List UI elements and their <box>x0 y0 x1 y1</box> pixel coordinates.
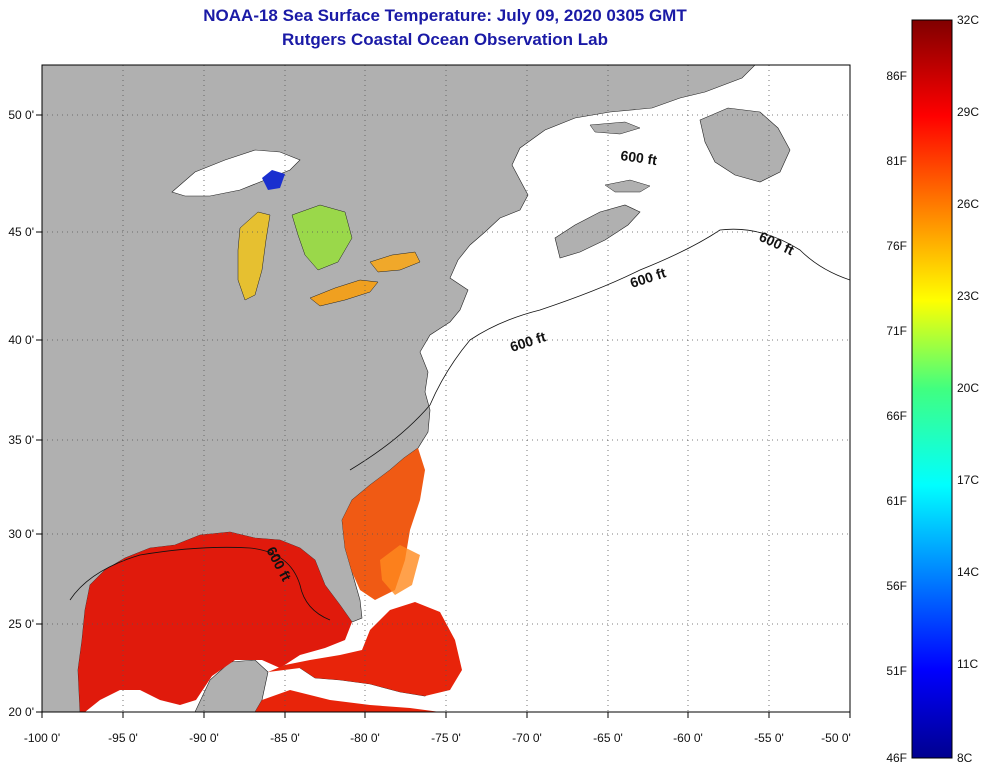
lon-tick-label: -65 0' <box>593 731 623 745</box>
lake-superior <box>171 149 301 197</box>
isobath-label: 600 ft <box>620 147 659 168</box>
lon-tick-label: -95 0' <box>108 731 138 745</box>
lon-tick-label: -75 0' <box>431 731 461 745</box>
lat-tick-label: 45 0' <box>8 225 34 239</box>
land-yucatan <box>194 659 269 712</box>
lake-erie <box>309 279 379 307</box>
isobath-600ft <box>69 228 850 621</box>
colorbar-fahrenheit-label: 76F <box>886 239 907 253</box>
land-newfoundland <box>699 107 791 183</box>
colorbar-labels: 32C 29C 26C 23C 20C 17C 14C 11C 8C 86F 8… <box>886 13 979 765</box>
land-pei <box>604 179 651 193</box>
lat-tick-label: 25 0' <box>8 617 34 631</box>
lon-tick-label: -85 0' <box>270 731 300 745</box>
lake-michigan <box>237 211 271 301</box>
colorbar-fahrenheit-label: 66F <box>886 409 907 423</box>
lake-ontario <box>369 251 421 273</box>
lon-tick-label: -50 0' <box>821 731 851 745</box>
colorbar-fahrenheit-label: 81F <box>886 154 907 168</box>
map-title: NOAA-18 Sea Surface Temperature: July 09… <box>203 6 687 25</box>
sst-patch-bahamas <box>380 545 420 595</box>
lon-axis: -100 0' -95 0' -90 0' -85 0' -80 0' -75 … <box>24 712 851 745</box>
lon-tick-label: -70 0' <box>512 731 542 745</box>
lat-axis: 50 0' 45 0' 40 0' 35 0' 30 0' 25 0' 20 0… <box>8 108 42 719</box>
colorbar-celsius-label: 29C <box>957 105 979 119</box>
colorbar-celsius-label: 23C <box>957 289 979 303</box>
lon-tick-label: -80 0' <box>350 731 380 745</box>
lon-tick-label: -90 0' <box>189 731 219 745</box>
lake-huron <box>291 204 353 271</box>
colorbar-celsius-label: 14C <box>957 565 979 579</box>
lat-tick-label: 30 0' <box>8 527 34 541</box>
sst-caribbean <box>255 602 462 712</box>
land-nova-scotia <box>554 204 641 259</box>
lon-tick-label: -60 0' <box>673 731 703 745</box>
colorbar-fahrenheit-label: 86F <box>886 69 907 83</box>
lake-superior-sst <box>262 170 285 190</box>
colorbar-fahrenheit-label: 61F <box>886 494 907 508</box>
colorbar-fahrenheit-label: 46F <box>886 751 907 765</box>
colorbar-fahrenheit-label: 56F <box>886 579 907 593</box>
colorbar-celsius-label: 11C <box>957 657 978 671</box>
lat-tick-label: 35 0' <box>8 433 34 447</box>
colorbar-fahrenheit-label: 51F <box>886 664 907 678</box>
land-anticosti <box>589 121 641 135</box>
lat-tick-label: 40 0' <box>8 333 34 347</box>
lon-tick-label: -100 0' <box>24 731 60 745</box>
lon-tick-label: -55 0' <box>754 731 784 745</box>
map-subtitle: Rutgers Coastal Ocean Observation Lab <box>282 30 608 49</box>
colorbar-celsius-label: 17C <box>957 473 979 487</box>
colorbar-fahrenheit-label: 71F <box>886 324 907 338</box>
colorbar-celsius-label: 26C <box>957 197 979 211</box>
colorbar-celsius-label: 20C <box>957 381 979 395</box>
lat-tick-label: 20 0' <box>8 705 34 719</box>
colorbar-celsius-label: 32C <box>957 13 979 27</box>
colorbar-celsius-label: 8C <box>957 751 973 765</box>
lat-tick-label: 50 0' <box>8 108 34 122</box>
sst-gulf-of-mexico <box>78 532 352 712</box>
colorbar <box>911 19 953 759</box>
